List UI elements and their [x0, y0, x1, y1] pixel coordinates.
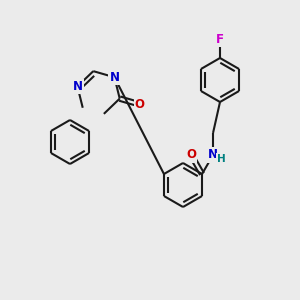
Text: N: N — [208, 148, 218, 161]
Text: O: O — [186, 148, 196, 161]
Text: O: O — [135, 98, 145, 111]
Text: N: N — [110, 71, 119, 84]
Text: F: F — [216, 33, 224, 46]
Text: H: H — [217, 154, 225, 164]
Text: N: N — [72, 80, 82, 93]
